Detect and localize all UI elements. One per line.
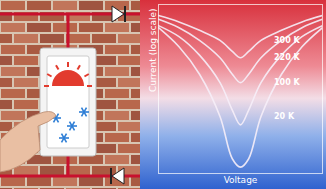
svg-text:300 K: 300 K xyxy=(274,36,300,45)
svg-text:100 K: 100 K xyxy=(274,78,300,87)
svg-text:Current (log scale): Current (log scale) xyxy=(148,9,158,92)
svg-text:220 K: 220 K xyxy=(274,53,300,62)
svg-text:20 K: 20 K xyxy=(274,112,295,121)
svg-text:Voltage: Voltage xyxy=(224,175,258,185)
